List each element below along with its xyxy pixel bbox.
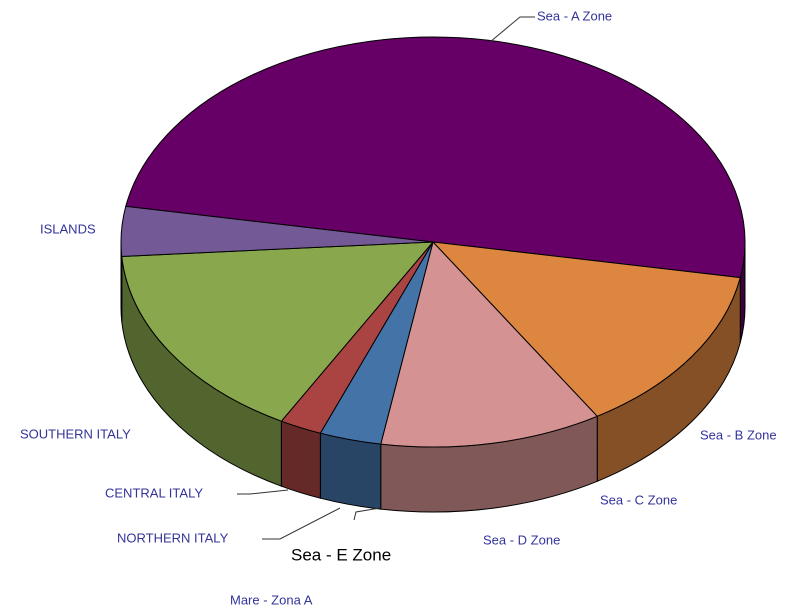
slice-label: Sea - A Zone xyxy=(537,8,612,23)
pie-top xyxy=(120,36,746,448)
leader-line xyxy=(237,489,289,495)
slice-label: Sea - E Zone xyxy=(291,545,391,564)
slice-label: ISLANDS xyxy=(40,221,96,236)
annotation: Mare - Zona A xyxy=(230,592,313,607)
labels: Sea - A Zone Sea - B Zone Sea - C Zone Sea … xyxy=(20,8,777,564)
slice-label: CENTRAL ITALY xyxy=(105,485,203,500)
slice xyxy=(380,240,599,448)
slice-side xyxy=(280,420,321,499)
slice xyxy=(121,241,435,422)
slice xyxy=(125,36,746,279)
leader-line xyxy=(489,16,535,43)
slice-label: Sea - B Zone xyxy=(700,427,777,442)
leader-line xyxy=(262,507,341,540)
slice-label: Sea - D Zone xyxy=(483,532,560,547)
slice-label: Sea - C Zone xyxy=(600,492,677,507)
slice-label: SOUTHERN ITALY xyxy=(20,426,131,441)
slice xyxy=(431,241,741,417)
slice xyxy=(120,205,434,257)
pie-sides xyxy=(120,241,746,513)
slice-label: NORTHERN ITALY xyxy=(117,530,229,545)
slice-side xyxy=(319,432,382,510)
leader-line xyxy=(353,507,381,521)
